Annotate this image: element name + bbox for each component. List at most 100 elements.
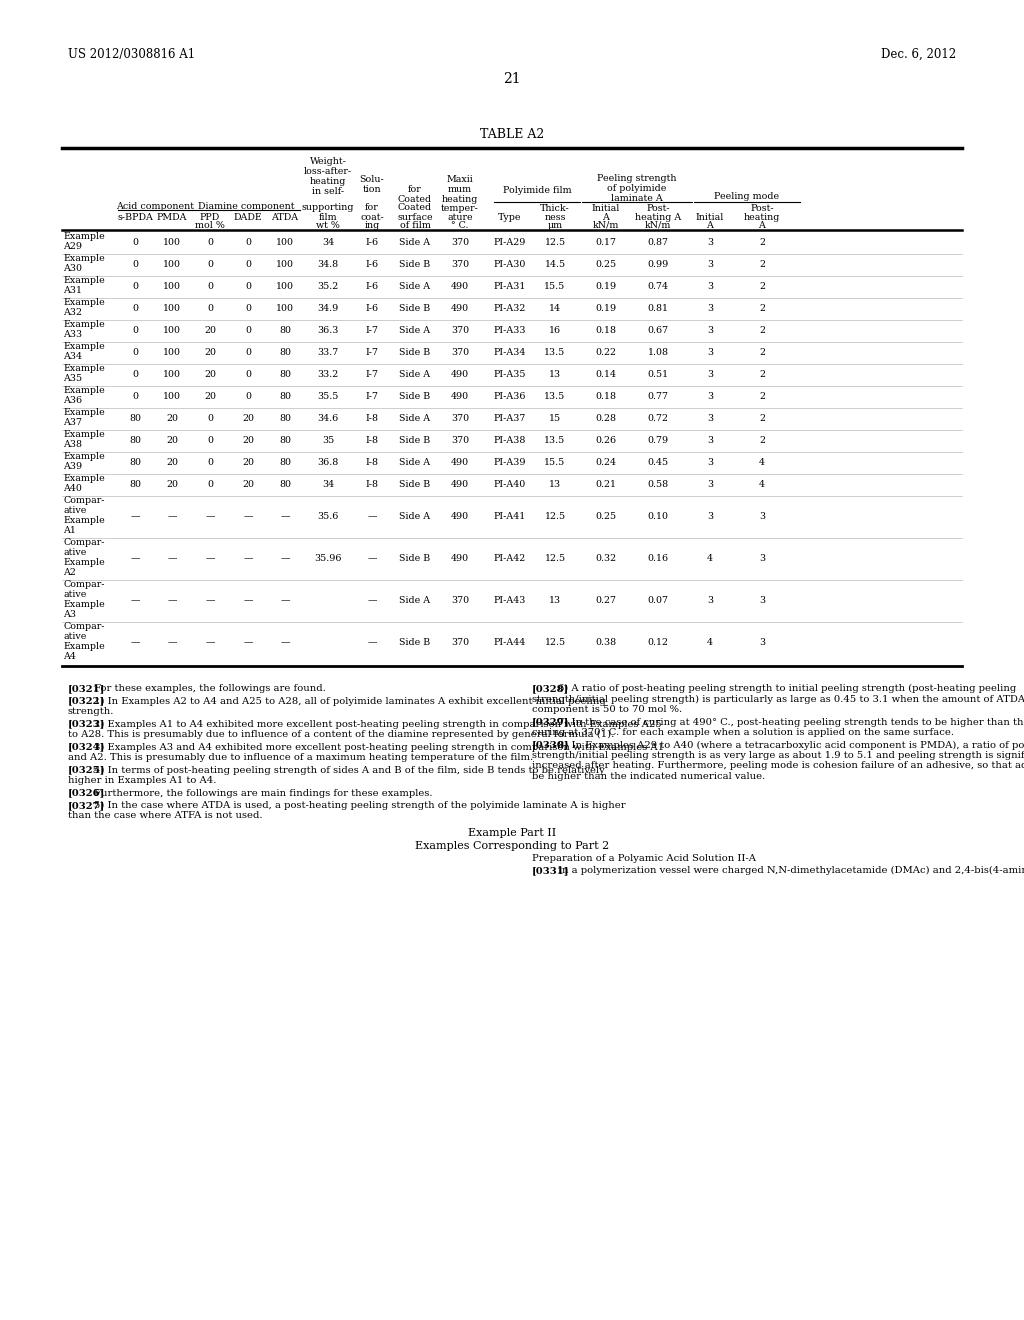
Text: For these examples, the followings are found.: For these examples, the followings are f… xyxy=(94,684,327,693)
Text: Initial: Initial xyxy=(592,205,621,213)
Text: PI-A29: PI-A29 xyxy=(494,238,526,247)
Text: I-8: I-8 xyxy=(366,436,379,445)
Text: Example: Example xyxy=(63,451,104,461)
Text: Example Part II: Example Part II xyxy=(468,828,556,838)
Text: 370: 370 xyxy=(451,638,469,647)
Text: 13: 13 xyxy=(549,597,561,605)
Text: A4: A4 xyxy=(63,652,76,661)
Text: 0.26: 0.26 xyxy=(595,436,616,445)
Text: kN/m: kN/m xyxy=(645,220,671,230)
Text: of polyimide: of polyimide xyxy=(607,183,667,193)
Text: 20: 20 xyxy=(166,458,178,467)
Text: 3: 3 xyxy=(707,597,713,605)
Text: 370: 370 xyxy=(451,597,469,605)
Text: —: — xyxy=(368,554,377,564)
Text: 20: 20 xyxy=(242,436,254,445)
Text: In a polymerization vessel were charged N,N-dimethylacetamide (DMAc) and 2,4-bis: In a polymerization vessel were charged … xyxy=(558,866,1024,875)
Text: increased after heating. Furthermore, peeling mode is cohesion failure of an adh: increased after heating. Furthermore, pe… xyxy=(532,762,1024,771)
Text: Example: Example xyxy=(63,232,104,242)
Text: 3: 3 xyxy=(707,414,713,422)
Text: 0: 0 xyxy=(245,282,251,290)
Text: 370: 370 xyxy=(451,436,469,445)
Text: Peeling strength: Peeling strength xyxy=(597,174,677,183)
Text: 20: 20 xyxy=(204,348,216,356)
Text: 4: 4 xyxy=(707,638,713,647)
Text: 3: 3 xyxy=(759,512,765,521)
Text: Compar-: Compar- xyxy=(63,622,104,631)
Text: heating A: heating A xyxy=(635,213,681,222)
Text: Post-: Post- xyxy=(751,205,774,213)
Text: Example: Example xyxy=(63,364,104,374)
Text: 3: 3 xyxy=(707,480,713,488)
Text: 0.79: 0.79 xyxy=(647,436,669,445)
Text: [0323]: [0323] xyxy=(68,719,105,729)
Text: ness: ness xyxy=(544,213,565,222)
Text: 13.5: 13.5 xyxy=(545,436,565,445)
Text: —: — xyxy=(167,512,177,521)
Text: 0: 0 xyxy=(207,414,213,422)
Text: 3: 3 xyxy=(707,458,713,467)
Text: —: — xyxy=(167,638,177,647)
Text: 3) Examples A3 and A4 exhibited more excellent post-heating peeling strength in : 3) Examples A3 and A4 exhibited more exc… xyxy=(94,742,665,751)
Text: I-6: I-6 xyxy=(366,304,379,313)
Text: 13.5: 13.5 xyxy=(545,392,565,401)
Text: 15.5: 15.5 xyxy=(545,458,565,467)
Text: coat-: coat- xyxy=(360,213,384,222)
Text: 0: 0 xyxy=(245,326,251,335)
Text: —: — xyxy=(130,554,139,564)
Text: 100: 100 xyxy=(276,282,294,290)
Text: 0.10: 0.10 xyxy=(647,512,669,521)
Text: TABLE A2: TABLE A2 xyxy=(480,128,544,141)
Text: Example: Example xyxy=(63,276,104,285)
Text: 0.74: 0.74 xyxy=(647,282,669,290)
Text: 3: 3 xyxy=(759,638,765,647)
Text: μm: μm xyxy=(548,220,562,230)
Text: 370: 370 xyxy=(451,260,469,269)
Text: PI-A35: PI-A35 xyxy=(494,370,526,379)
Text: 80: 80 xyxy=(279,414,291,422)
Text: supporting: supporting xyxy=(302,203,354,213)
Text: Example: Example xyxy=(63,430,104,440)
Text: 0.51: 0.51 xyxy=(647,370,669,379)
Text: Preparation of a Polyamic Acid Solution II-A: Preparation of a Polyamic Acid Solution … xyxy=(532,854,756,863)
Text: 80: 80 xyxy=(279,326,291,335)
Text: 0.19: 0.19 xyxy=(595,282,616,290)
Text: Examples Corresponding to Part 2: Examples Corresponding to Part 2 xyxy=(415,841,609,851)
Text: A38: A38 xyxy=(63,440,82,449)
Text: PI-A43: PI-A43 xyxy=(494,597,526,605)
Text: 6) A ratio of post-heating peeling strength to initial peeling strength (post-he: 6) A ratio of post-heating peeling stren… xyxy=(558,684,1017,693)
Text: PI-A36: PI-A36 xyxy=(494,392,526,401)
Text: —: — xyxy=(167,554,177,564)
Text: 100: 100 xyxy=(276,260,294,269)
Text: 0.21: 0.21 xyxy=(596,480,616,488)
Text: 33.7: 33.7 xyxy=(317,348,339,356)
Text: 36.8: 36.8 xyxy=(317,458,339,467)
Text: —: — xyxy=(281,512,290,521)
Text: A3: A3 xyxy=(63,610,76,619)
Text: Polyimide film: Polyimide film xyxy=(503,186,571,195)
Text: surface: surface xyxy=(397,213,433,222)
Text: Side B: Side B xyxy=(399,436,431,445)
Text: [0321]: [0321] xyxy=(68,684,105,693)
Text: 35.96: 35.96 xyxy=(314,554,342,564)
Text: 100: 100 xyxy=(163,304,181,313)
Text: 0.24: 0.24 xyxy=(596,458,616,467)
Text: 0: 0 xyxy=(207,260,213,269)
Text: PI-A34: PI-A34 xyxy=(494,348,526,356)
Text: 0.58: 0.58 xyxy=(647,480,669,488)
Text: [0324]: [0324] xyxy=(68,742,105,751)
Text: I-7: I-7 xyxy=(366,348,379,356)
Text: A: A xyxy=(759,220,765,230)
Text: 490: 490 xyxy=(451,392,469,401)
Text: 4: 4 xyxy=(707,554,713,564)
Text: 0.67: 0.67 xyxy=(647,326,669,335)
Text: PI-A41: PI-A41 xyxy=(494,512,526,521)
Text: 0.16: 0.16 xyxy=(647,554,669,564)
Text: 3: 3 xyxy=(707,260,713,269)
Text: 3: 3 xyxy=(707,304,713,313)
Text: PI-A33: PI-A33 xyxy=(494,326,526,335)
Text: mum: mum xyxy=(447,185,472,194)
Text: ing: ing xyxy=(365,220,380,230)
Text: ATDA: ATDA xyxy=(271,213,299,222)
Text: Side B: Side B xyxy=(399,392,431,401)
